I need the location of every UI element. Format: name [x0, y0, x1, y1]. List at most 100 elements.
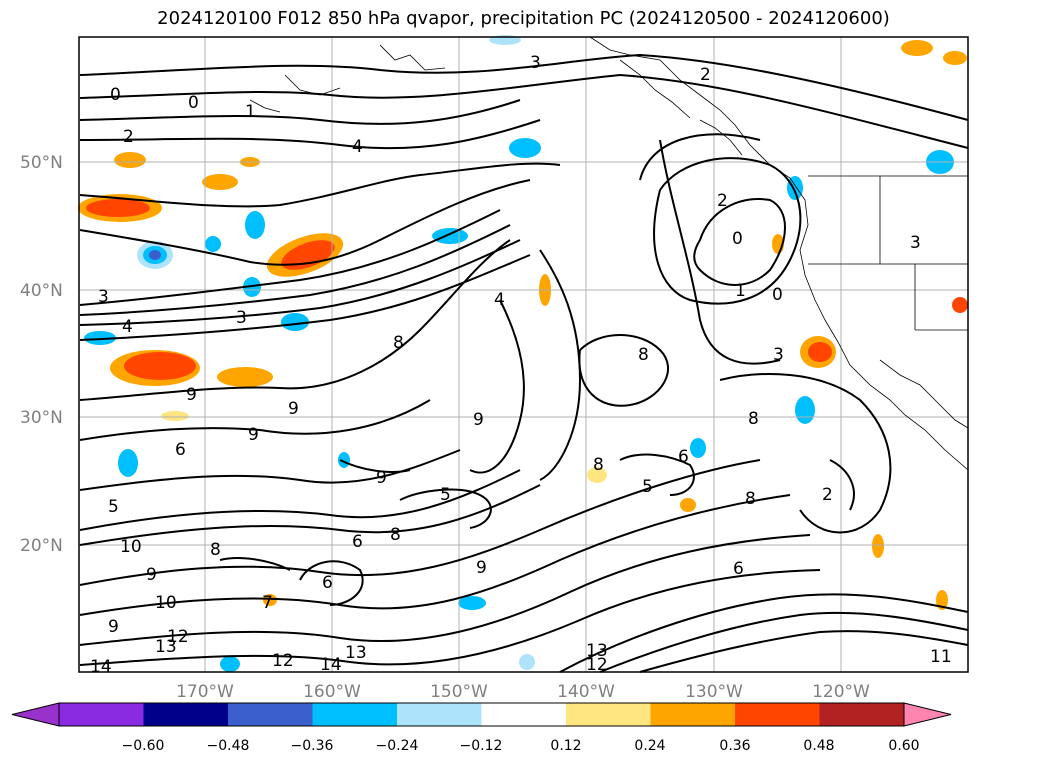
contour-label: 2: [123, 127, 134, 147]
contour-label: 9: [288, 399, 299, 419]
precip-blob: [281, 313, 309, 331]
qvapor-contours: [79, 53, 969, 673]
precip-blob: [118, 449, 138, 477]
precip-blob: [220, 656, 240, 672]
colorbar-tick-label: 0.12: [550, 738, 581, 754]
contour-label: 9: [473, 410, 484, 430]
contour-label: 6: [352, 532, 363, 552]
graticule: [79, 37, 968, 672]
contour-label: 10: [120, 537, 142, 557]
lat-label: 40°N: [20, 281, 63, 301]
contour-label: 5: [440, 485, 451, 505]
contour-label: 3: [98, 287, 109, 307]
colorbar: [11, 702, 952, 727]
contour-label: 6: [733, 559, 744, 579]
precip-blob: [952, 297, 968, 313]
contour-label: 3: [910, 233, 921, 253]
contour-label: 7: [262, 593, 273, 613]
precip-blob: [458, 596, 486, 610]
contour-label: 0: [110, 85, 121, 105]
contour-label: 3: [773, 345, 784, 365]
precip-blob: [84, 331, 116, 345]
precip-blob: [936, 590, 948, 610]
precip-blob: [795, 396, 815, 424]
colorbar-tick-label: −0.60: [122, 738, 165, 754]
precip-blob: [338, 452, 350, 468]
contour-label: 12: [272, 651, 294, 671]
precip-shading: [78, 35, 968, 672]
contour-label: 9: [376, 468, 387, 488]
precip-blob: [943, 51, 967, 65]
precip-blob: [114, 152, 146, 168]
precip-blob: [519, 654, 535, 670]
colorbar-segment: [735, 703, 820, 726]
contour-label: 2: [700, 65, 711, 85]
colorbar-segment: [59, 703, 144, 726]
lon-label: 120°W: [812, 682, 870, 702]
contour-label: 5: [108, 497, 119, 517]
precip-blob: [690, 438, 706, 458]
colorbar-segment: [312, 703, 398, 726]
contour-label: 4: [352, 137, 363, 157]
precip-blob: [245, 211, 265, 239]
contour-label: 9: [248, 425, 259, 445]
colorbar-segment: [228, 703, 313, 726]
contour-label: 6: [322, 573, 333, 593]
map-title: 2024120100 F012 850 hPa qvapor, precipit…: [157, 8, 890, 29]
colorbar-segment: [566, 703, 651, 726]
contour-label: 8: [748, 409, 759, 429]
contour-label: 14: [90, 657, 112, 677]
contour-label: 8: [638, 345, 649, 365]
precip-blob: [86, 199, 150, 217]
contour-label: 6: [175, 440, 186, 460]
precip-blob: [149, 250, 161, 260]
precip-blob: [205, 236, 221, 252]
lat-label: 50°N: [20, 153, 63, 173]
precip-blob: [161, 411, 189, 421]
colorbar-tick-label: −0.12: [460, 738, 503, 754]
contour-label: 4: [122, 317, 133, 337]
contour-label: 8: [390, 525, 401, 545]
colorbar-labels: −0.60 −0.48 −0.36 −0.24 −0.12 0.12 0.24 …: [122, 738, 920, 754]
lat-label: 30°N: [20, 408, 63, 428]
contour-labels: 0 0 1 2 4 3 3 2 4 2 0 1 0 3 3 4 3 8 9 9 …: [90, 53, 952, 677]
contour-label: 10: [155, 593, 177, 613]
colorbar-tick-label: 0.36: [719, 738, 750, 754]
colorbar-tick-label: −0.24: [376, 738, 419, 754]
colorbar-tick-label: 0.24: [634, 738, 665, 754]
precip-blob: [901, 40, 933, 56]
contour-label: 2: [717, 191, 728, 211]
contour-label: 3: [236, 308, 247, 328]
contour-label: 0: [188, 93, 199, 113]
map-frame: [78, 36, 969, 673]
contour-label: 9: [186, 385, 197, 405]
contour-label: 12: [586, 655, 608, 675]
contour-label: 6: [678, 447, 689, 467]
lon-label: 140°W: [557, 682, 615, 702]
precip-blob: [872, 534, 884, 558]
precip-blob: [808, 342, 832, 362]
precip-blob: [243, 277, 261, 297]
contour-label: 9: [146, 565, 157, 585]
coastlines: [249, 36, 969, 471]
contour-label: 13: [155, 637, 177, 657]
contour-label: 1: [735, 281, 746, 301]
colorbar-frame: [58, 702, 905, 727]
contour-label: 12: [167, 627, 189, 647]
lon-labels: 170°W 160°W 150°W 140°W 130°W 120°W: [176, 682, 870, 702]
precip-blob: [202, 174, 238, 190]
colorbar-tick-label: −0.48: [207, 738, 250, 754]
precip-blob: [787, 176, 803, 200]
precip-blob: [217, 367, 273, 387]
precip-blob: [281, 240, 335, 270]
colorbar-segment: [397, 703, 482, 726]
precip-blob: [680, 498, 696, 512]
contour-label: 14: [320, 655, 342, 675]
precip-blob: [124, 352, 196, 380]
lat-labels: 50°N 40°N 30°N 20°N: [20, 153, 63, 556]
contour-label: 0: [772, 285, 783, 305]
contour-label: 8: [393, 333, 404, 353]
lon-label: 170°W: [176, 682, 234, 702]
colorbar-segment: [481, 703, 567, 726]
